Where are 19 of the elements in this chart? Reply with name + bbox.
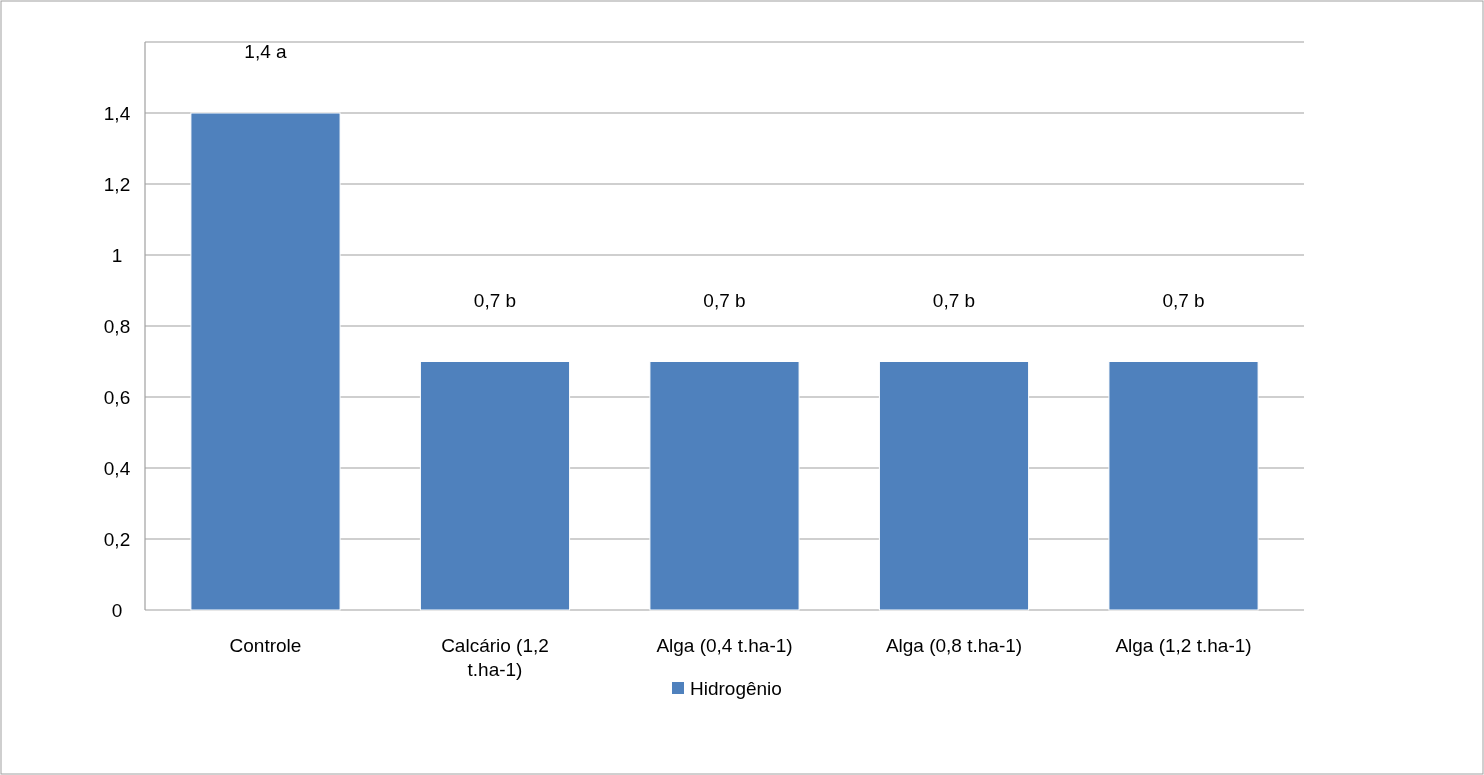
x-tick-label: Controle [229, 635, 302, 656]
y-tick-label: 1 [111, 244, 123, 266]
data-label: 0,7 b [1162, 289, 1205, 311]
x-tick-label: Alga (0,4 t.ha-1) [656, 635, 793, 656]
y-tick-label: 1,2 [103, 173, 131, 195]
y-tick-label: 1,4 [103, 102, 131, 124]
data-label: 0,7 b [932, 289, 976, 311]
x-tick-label: Alga (0,8 t.ha-1) [885, 635, 1023, 656]
data-label: 0,7 b [703, 289, 746, 311]
legend-label: Hidrogênio [690, 677, 782, 699]
y-tick-label: 0,2 [103, 528, 131, 550]
y-tick-label: 0,6 [103, 386, 131, 408]
y-tick-label: 0,8 [103, 315, 131, 337]
y-tick-label: 0 [111, 599, 123, 621]
x-tick-label: Alga (1,2 t.ha-1) [1115, 635, 1252, 656]
data-label: 0,7 b [473, 289, 517, 311]
data-label: 1,4 a [244, 41, 288, 62]
x-tick-label: Calcário (1,2 t.ha-1) [441, 635, 549, 680]
y-tick-label: 0,4 [103, 457, 131, 479]
